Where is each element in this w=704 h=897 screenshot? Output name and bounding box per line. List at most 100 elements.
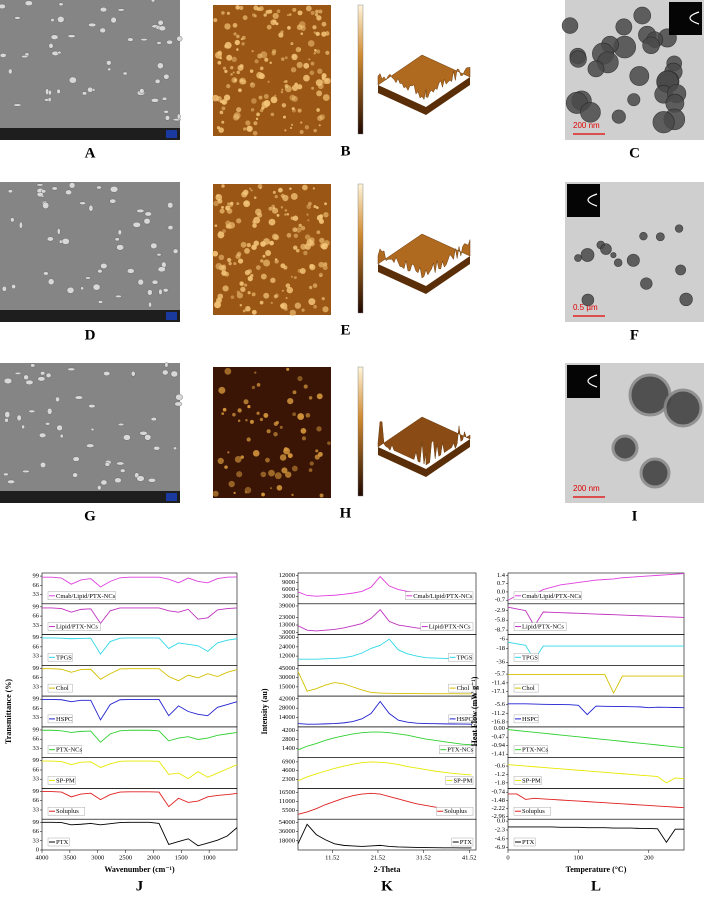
scale-bar-label: 200 nm [573,484,600,493]
y-tick-label: 45000 [279,665,295,672]
grain [237,419,241,423]
particle [100,263,108,269]
grain [292,412,297,417]
grain [236,48,239,51]
particle [115,294,122,298]
grain [300,121,303,124]
y-tick-label: 4200 [282,727,295,734]
info-strip [0,491,180,503]
y-tick-label: 66 [33,766,40,773]
grain [237,64,244,71]
grain [291,108,296,113]
legend-label: Chol [522,685,535,692]
grain [261,101,269,109]
particle [574,254,582,262]
grain [239,281,244,286]
grain [271,49,277,54]
particle [156,253,162,257]
particle [174,401,183,407]
grain [321,77,329,85]
grain [322,94,330,101]
particle [162,96,168,101]
x-tick-label: 3500 [63,854,76,861]
grain [318,124,321,127]
grain [251,49,254,53]
particle [57,228,61,235]
series-line [297,700,472,725]
diffraction [587,193,598,207]
grain [218,386,226,394]
legend-box [47,776,76,785]
grain [224,271,230,277]
grain [308,58,311,61]
particle [21,424,25,430]
x-tick-label: 3000 [91,854,104,861]
particle [57,50,62,55]
panel-letter: G [84,508,96,524]
series-line [508,793,685,809]
grain [284,213,287,216]
y-tick-label: 36000 [279,828,295,835]
grain [250,108,255,112]
particle [1,286,7,292]
particle [153,446,161,451]
grain [250,189,253,192]
x-tick-label: 11.52 [325,854,339,861]
y-tick-label: 14000 [279,714,295,721]
grain [219,208,225,214]
grain [221,100,226,105]
grain [303,74,310,82]
y-tick-label: 99 [33,757,40,764]
y-tick-label: -11.4 [492,679,506,686]
grain [264,57,269,62]
particle [45,422,50,426]
legend-label: PTX [522,839,535,846]
grain [253,196,257,199]
logo [166,130,177,138]
particle [679,292,693,307]
grain [312,25,317,30]
grain [251,244,257,250]
grain [219,110,224,115]
legend-box [436,807,474,816]
y-tick-label: -4.6 [495,835,506,842]
particle [107,67,112,72]
particle [98,300,103,304]
y-axis-label: Transmittance (%) [4,679,13,744]
particle [36,192,44,197]
y-tick-label: -5.8 [495,617,505,624]
series-line [42,668,238,682]
grain [325,50,330,55]
grain [247,405,251,409]
grain [302,184,308,191]
grain [263,13,267,17]
particle [162,288,169,293]
legend-box [405,591,474,600]
grain [243,399,249,405]
particle [151,279,159,285]
particle [36,183,44,187]
grain [272,190,276,194]
grain [224,44,229,49]
particle [587,60,605,78]
grain [250,273,254,278]
particle [58,2,64,7]
grain [271,204,276,209]
grain [274,94,277,97]
particle [0,3,6,10]
grain [293,245,298,250]
legend-label: Lipid/PTX-NCs [429,624,471,631]
series-line [42,576,238,588]
particle [97,269,103,274]
y-tick-label: 99 [33,788,40,795]
y-tick-label: 1.4 [497,572,506,579]
grain [305,5,312,12]
particle [48,43,54,49]
grain [233,262,237,266]
x-tick-label: 2500 [119,854,132,861]
grain [318,261,325,268]
grain [237,408,242,413]
particle [156,41,162,45]
grain [319,274,322,277]
grain [251,309,257,315]
